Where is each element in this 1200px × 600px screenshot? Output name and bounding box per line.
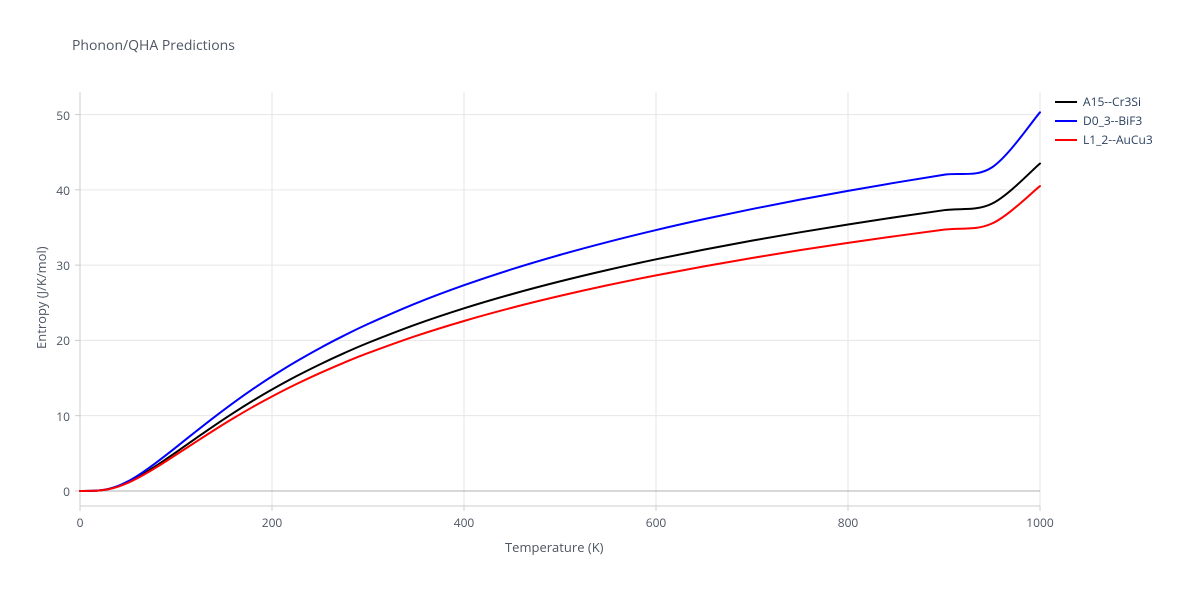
legend-item[interactable]: D0_3--BiF3 — [1055, 111, 1153, 130]
legend-swatch — [1055, 139, 1077, 141]
x-tick-label: 400 — [449, 514, 479, 531]
y-tick-label: 50 — [40, 107, 70, 124]
y-tick-label: 40 — [40, 182, 70, 199]
x-tick-label: 200 — [257, 514, 287, 531]
x-tick-label: 1000 — [1025, 514, 1055, 531]
legend-item[interactable]: L1_2--AuCu3 — [1055, 130, 1153, 149]
legend-swatch — [1055, 120, 1077, 122]
chart-svg — [0, 0, 1200, 600]
x-axis-label: Temperature (K) — [505, 538, 604, 556]
legend-swatch — [1055, 101, 1077, 103]
y-tick-label: 0 — [40, 483, 70, 500]
x-tick-label: 0 — [65, 514, 95, 531]
legend-item[interactable]: A15--Cr3Si — [1055, 92, 1153, 111]
chart-container: Phonon/QHA Predictions 02004006008001000… — [0, 0, 1200, 600]
y-tick-label: 10 — [40, 408, 70, 425]
x-tick-label: 800 — [833, 514, 863, 531]
legend-label: D0_3--BiF3 — [1083, 112, 1142, 129]
y-axis-label: Entropy (J/K/mol) — [32, 246, 50, 349]
legend: A15--Cr3Si D0_3--BiF3 L1_2--AuCu3 — [1055, 92, 1153, 149]
legend-label: L1_2--AuCu3 — [1083, 131, 1153, 148]
legend-label: A15--Cr3Si — [1083, 93, 1141, 110]
x-tick-label: 600 — [641, 514, 671, 531]
